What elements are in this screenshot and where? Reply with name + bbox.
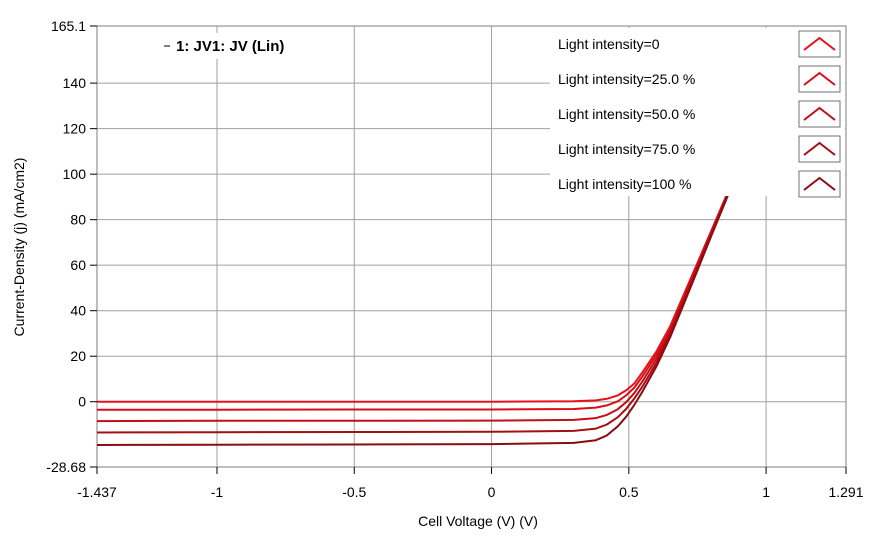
legend-swatch-box[interactable] xyxy=(798,135,841,163)
tick-layer: -1.437 -1 -0.5 0 0.5 1 1.291 -28.68 0 20 40 60 80 100… xyxy=(46,18,863,500)
y-tick-label: 0 xyxy=(78,394,86,410)
legend-swatch-box[interactable] xyxy=(798,30,841,58)
legend-label: Light intensity=50.0 % xyxy=(558,106,695,122)
legend-swatch-box[interactable] xyxy=(798,65,841,93)
y-tick-label: 20 xyxy=(70,348,86,364)
x-tick-label: 0 xyxy=(488,484,496,500)
y-tick-label: 80 xyxy=(70,212,86,228)
chart-title: 1: JV1: JV (Lin) xyxy=(176,38,284,55)
y-tick-label: 40 xyxy=(70,303,86,319)
x-tick-label: 1 xyxy=(762,484,770,500)
legend-swatch-line xyxy=(803,141,836,156)
legend-swatch-line xyxy=(803,176,836,191)
legend-swatch-line xyxy=(803,106,836,121)
legend-label: Light intensity=25.0 % xyxy=(558,71,695,87)
legend: Light intensity=0 Light intensity=25.0 % L… xyxy=(558,30,841,198)
y-axis-title: Current-Density (j) (mA/cm2) xyxy=(11,158,27,337)
series-line xyxy=(97,195,729,446)
legend-swatch-line xyxy=(803,36,836,51)
y-tick-label: 140 xyxy=(63,75,87,91)
legend-background xyxy=(550,28,845,196)
title-background xyxy=(98,33,324,59)
x-tick-label: -1.437 xyxy=(77,484,117,500)
x-tick-label: 1.291 xyxy=(828,484,863,500)
y-tick-label: 100 xyxy=(63,166,87,182)
legend-label: Light intensity=75.0 % xyxy=(558,141,695,157)
x-tick-label: -1 xyxy=(211,484,224,500)
x-axis-title: Cell Voltage (V) (V) xyxy=(418,513,538,529)
legend-label: Light intensity=0 xyxy=(558,36,660,52)
legend-swatch-box[interactable] xyxy=(798,170,841,198)
x-tick-label: 0.5 xyxy=(619,484,639,500)
y-tick-label: 165.1 xyxy=(51,18,86,34)
legend-swatch-line xyxy=(803,71,836,86)
y-tick-label: 60 xyxy=(70,257,86,273)
legend-label: Light intensity=100 % xyxy=(558,176,691,192)
y-tick-label: -28.68 xyxy=(46,459,86,475)
y-tick-label: 120 xyxy=(63,121,87,137)
series-layer xyxy=(97,192,729,446)
x-tick-label: -0.5 xyxy=(342,484,366,500)
grid-layer xyxy=(97,26,846,467)
legend-swatch-box[interactable] xyxy=(798,100,841,128)
